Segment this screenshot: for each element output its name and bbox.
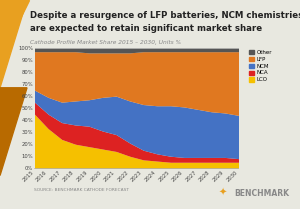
Legend: Other, LFP, NCM, NCA, LCO: Other, LFP, NCM, NCA, LCO [249, 50, 272, 82]
Text: SOURCE: BENCHMARK CATHODE FORECAST: SOURCE: BENCHMARK CATHODE FORECAST [34, 188, 130, 192]
Polygon shape [0, 0, 27, 88]
Text: BENCHMARK: BENCHMARK [234, 189, 289, 198]
Text: are expected to retain significant market share: are expected to retain significant marke… [30, 24, 262, 33]
Polygon shape [0, 0, 28, 59]
Text: Cathode Profile Market Share 2015 – 2030, Units %: Cathode Profile Market Share 2015 – 2030… [30, 40, 181, 45]
Text: ✦: ✦ [219, 187, 227, 198]
Text: Despite a resurgence of LFP batteries, NCM chemistries: Despite a resurgence of LFP batteries, N… [30, 11, 300, 20]
Polygon shape [0, 88, 27, 176]
